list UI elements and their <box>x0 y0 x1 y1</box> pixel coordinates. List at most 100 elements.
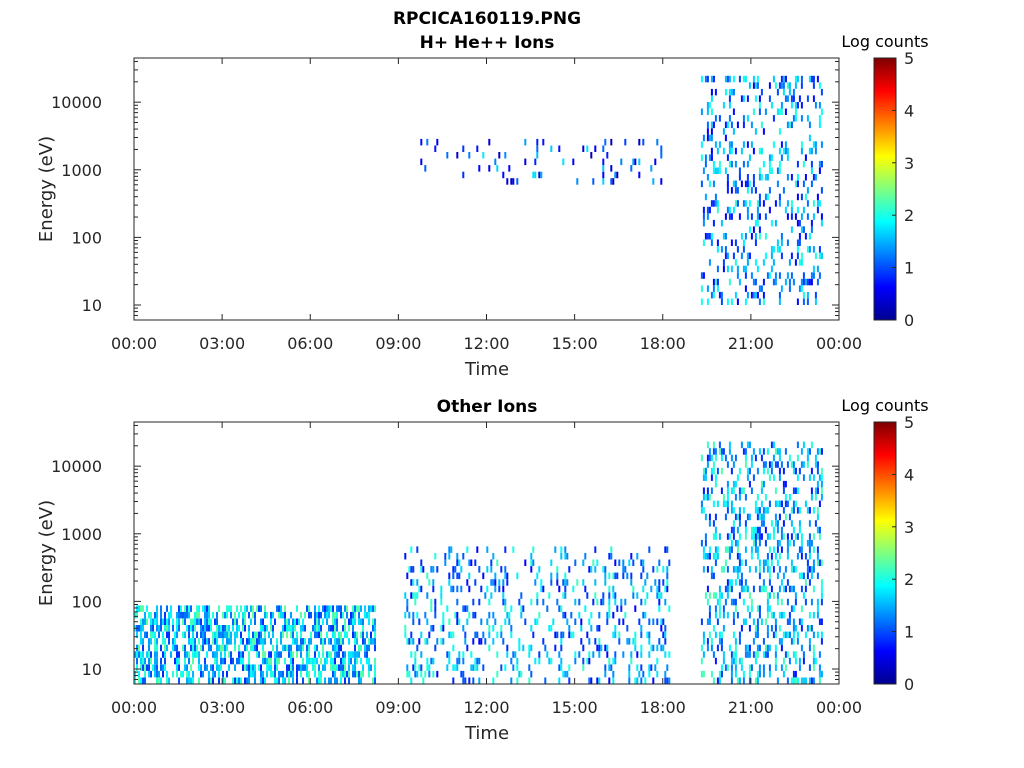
heatmap-cell <box>252 638 254 645</box>
heatmap-cell <box>496 651 499 658</box>
heatmap-cell <box>762 467 765 475</box>
heatmap-cell <box>150 611 152 619</box>
heatmap-cell <box>316 625 318 632</box>
heatmap-cell <box>322 605 324 612</box>
heatmap-cell <box>266 664 268 671</box>
heatmap-cell <box>818 167 821 174</box>
heatmap-cell <box>446 651 449 658</box>
heatmap-cell <box>372 605 374 612</box>
heatmap-cell <box>768 95 771 102</box>
heatmap-cell <box>410 651 413 658</box>
heatmap-cell <box>602 158 605 166</box>
heatmap-cell <box>540 579 543 586</box>
heatmap-cell <box>782 487 785 494</box>
x-tick-label: 00:00 <box>111 334 157 353</box>
heatmap-cell <box>772 474 775 481</box>
heatmap-cell <box>820 598 823 606</box>
heatmap-cell <box>780 500 783 508</box>
heatmap-cell <box>608 657 611 665</box>
heatmap-cell <box>234 644 236 652</box>
heatmap-cell <box>782 147 785 155</box>
heatmap-cell <box>146 631 148 639</box>
heatmap-cell <box>736 298 739 305</box>
heatmap-cell <box>786 239 789 246</box>
heatmap-cell <box>580 618 583 625</box>
heatmap-cell <box>816 200 819 207</box>
heatmap-cell <box>462 657 465 665</box>
heatmap-cell <box>708 154 711 161</box>
heatmap-cell <box>324 657 326 665</box>
heatmap-cell <box>748 480 751 488</box>
heatmap-cell <box>286 670 288 678</box>
heatmap-cell <box>816 572 819 580</box>
heatmap-cell <box>792 467 795 475</box>
heatmap-cell <box>330 638 332 645</box>
heatmap-cell <box>178 657 180 665</box>
heatmap-cell <box>812 174 815 181</box>
heatmap-cell <box>264 651 266 658</box>
heatmap-cell <box>804 677 807 684</box>
heatmap-cell <box>178 651 180 658</box>
heatmap-cell <box>792 539 795 547</box>
heatmap-cell <box>778 128 781 135</box>
heatmap-cell <box>762 461 765 468</box>
heatmap-cell <box>710 644 713 652</box>
heatmap-cell <box>668 605 671 612</box>
heatmap-cell <box>544 677 547 684</box>
heatmap-cell <box>752 651 755 658</box>
colorbar-tick-label: 5 <box>904 413 914 432</box>
heatmap-cell <box>406 598 409 606</box>
heatmap-cell <box>734 160 737 168</box>
heatmap-cell <box>766 507 769 514</box>
heatmap-cell <box>622 572 625 580</box>
heatmap-cell <box>532 171 535 179</box>
heatmap-cell <box>798 285 801 292</box>
heatmap-cell <box>354 670 356 678</box>
heatmap-cell <box>786 272 789 279</box>
heatmap-cell <box>748 441 751 449</box>
heatmap-cell <box>724 75 727 83</box>
heatmap-cell <box>704 592 707 599</box>
heatmap-cell <box>794 677 797 684</box>
heatmap-cell <box>374 657 376 665</box>
heatmap-cell <box>596 559 599 566</box>
heatmap-cell <box>344 657 346 665</box>
heatmap-cell <box>156 664 158 671</box>
heatmap-cell <box>808 121 811 129</box>
heatmap-cell <box>700 154 703 161</box>
heatmap-cell <box>628 664 631 671</box>
heatmap-cell <box>756 507 759 514</box>
heatmap-cell <box>742 677 745 684</box>
heatmap-cell <box>786 533 789 540</box>
heatmap-cell <box>664 677 667 684</box>
heatmap-cell <box>728 147 731 155</box>
heatmap-cell <box>666 585 669 593</box>
heatmap-cell <box>802 657 805 665</box>
heatmap-cell <box>758 644 761 652</box>
heatmap-cell <box>174 638 176 645</box>
heatmap-cell <box>742 141 745 148</box>
heatmap-cell <box>342 611 344 619</box>
heatmap-cell <box>416 592 419 599</box>
heatmap-cell <box>208 611 210 619</box>
heatmap-cell <box>404 553 407 560</box>
heatmap-cell <box>752 539 755 547</box>
heatmap-cell <box>770 441 773 449</box>
heatmap-cell <box>718 441 721 449</box>
heatmap-cell <box>762 579 765 586</box>
heatmap-cell <box>742 115 745 122</box>
heatmap-cell <box>734 480 737 488</box>
heatmap-cell <box>320 625 322 632</box>
heatmap-cell <box>364 605 366 612</box>
heatmap-cell <box>486 618 489 625</box>
heatmap-cell <box>756 206 759 214</box>
heatmap-cell <box>316 677 318 684</box>
heatmap-cell <box>194 618 196 625</box>
heatmap-cell <box>812 200 815 207</box>
heatmap-cell <box>654 158 657 166</box>
heatmap-cell <box>558 585 561 593</box>
heatmap-cell <box>348 670 350 678</box>
heatmap-cell <box>722 566 725 573</box>
heatmap-cell <box>218 631 220 639</box>
